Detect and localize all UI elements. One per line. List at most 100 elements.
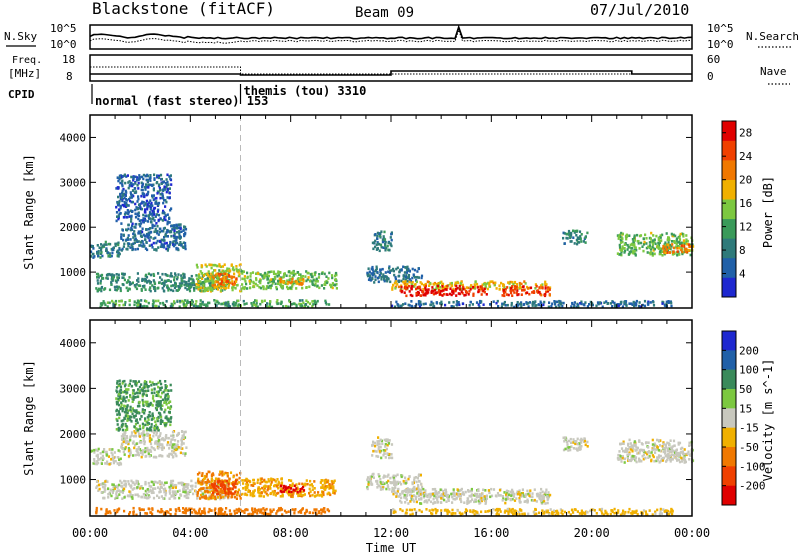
power-cell xyxy=(675,245,678,249)
power-cell xyxy=(268,284,271,288)
velocity-cell xyxy=(194,485,197,488)
power-cell xyxy=(170,234,173,238)
velocity-cell xyxy=(159,490,162,493)
power-cell xyxy=(540,301,543,305)
velocity-cell xyxy=(228,477,231,481)
power-cell xyxy=(163,279,166,283)
power-cell xyxy=(335,283,338,286)
velocity-cell xyxy=(398,481,402,484)
power-cell xyxy=(649,252,652,256)
power-cell xyxy=(122,238,125,242)
velocity-cell xyxy=(186,487,189,490)
noise-panel-frame xyxy=(89,24,693,50)
velocity-cell xyxy=(111,489,114,493)
power-cell xyxy=(234,304,237,307)
power-cell xyxy=(377,280,380,284)
velocity-cell xyxy=(253,507,256,511)
velocity-cell xyxy=(122,435,125,438)
velocity-cell xyxy=(201,472,204,475)
power-cell xyxy=(582,240,585,243)
velocity-cell xyxy=(130,415,133,419)
power-cell xyxy=(142,220,145,224)
velocity-cell xyxy=(122,398,125,401)
power-cell xyxy=(665,248,668,251)
power-cell xyxy=(320,272,324,275)
velocity-cell xyxy=(313,495,317,498)
power-cell xyxy=(291,276,294,279)
power-cell xyxy=(685,234,688,237)
velocity-cell xyxy=(93,460,96,463)
velocity-cell xyxy=(219,496,223,499)
power-cell xyxy=(207,279,211,283)
power-cell xyxy=(137,277,140,280)
power-cell xyxy=(122,187,125,191)
power-cell xyxy=(174,239,177,243)
velocity-cell xyxy=(196,473,200,476)
velocity-cell xyxy=(92,462,95,465)
velocity-cell xyxy=(163,490,166,494)
y-tick-label: 4000 xyxy=(60,131,87,144)
power-cell xyxy=(211,281,214,284)
power-cell xyxy=(618,233,622,237)
power-cell xyxy=(616,252,619,255)
power-cell xyxy=(173,226,176,229)
power-cell xyxy=(465,286,468,289)
power-cell xyxy=(227,284,231,287)
velocity-cell xyxy=(124,383,127,386)
power-cell xyxy=(544,282,547,286)
power-cell xyxy=(627,253,631,256)
velocity-cell xyxy=(207,470,210,474)
velocity-cell xyxy=(166,418,169,421)
power-cell xyxy=(626,243,629,247)
power-cell xyxy=(126,236,129,240)
power-cell xyxy=(170,272,173,275)
power-cell xyxy=(502,283,505,286)
velocity-cell xyxy=(280,477,283,481)
power-cell xyxy=(155,304,158,308)
velocity-cell xyxy=(182,442,185,445)
velocity-cell xyxy=(215,484,218,488)
power-cell xyxy=(143,185,146,189)
power-cell xyxy=(408,280,411,284)
power-cell xyxy=(188,277,191,280)
power-cell xyxy=(386,244,389,248)
power-cell xyxy=(200,265,204,268)
power-cell xyxy=(152,198,155,202)
power-cell xyxy=(92,252,95,256)
power-cell xyxy=(633,239,636,242)
velocity-cell xyxy=(236,478,239,482)
power-cell xyxy=(575,233,578,237)
power-cell xyxy=(130,217,133,220)
power-cell xyxy=(161,272,164,276)
velocity-cell xyxy=(161,437,164,440)
power-cell xyxy=(392,269,395,273)
velocity-cell xyxy=(378,442,381,446)
power-cell xyxy=(168,221,171,224)
power-cell xyxy=(121,229,124,232)
velocity-cell xyxy=(396,473,399,477)
velocity-cell xyxy=(124,414,127,418)
velocity-cell xyxy=(224,491,227,495)
velocity-cell xyxy=(133,425,136,428)
velocity-cell xyxy=(253,489,256,492)
power-cell xyxy=(223,275,226,279)
power-cell xyxy=(394,287,397,290)
velocity-cell xyxy=(127,494,130,498)
power-cell xyxy=(204,280,207,283)
power-cell xyxy=(525,301,528,304)
power-cell xyxy=(223,283,226,287)
power-cell xyxy=(621,237,624,240)
power-cell xyxy=(405,287,408,291)
power-ylabel: Slant Range [km] xyxy=(22,154,36,270)
power-cell xyxy=(394,285,397,289)
velocity-cell xyxy=(205,483,208,487)
power-cell xyxy=(625,304,628,307)
velocity-cell xyxy=(130,410,133,413)
power-cell xyxy=(145,241,148,244)
velocity-cell xyxy=(264,485,268,488)
power-cell xyxy=(111,273,114,276)
power-cell xyxy=(129,191,132,194)
velocity-cell xyxy=(151,430,154,433)
velocity-cell xyxy=(274,483,277,487)
power-cell xyxy=(420,274,424,278)
